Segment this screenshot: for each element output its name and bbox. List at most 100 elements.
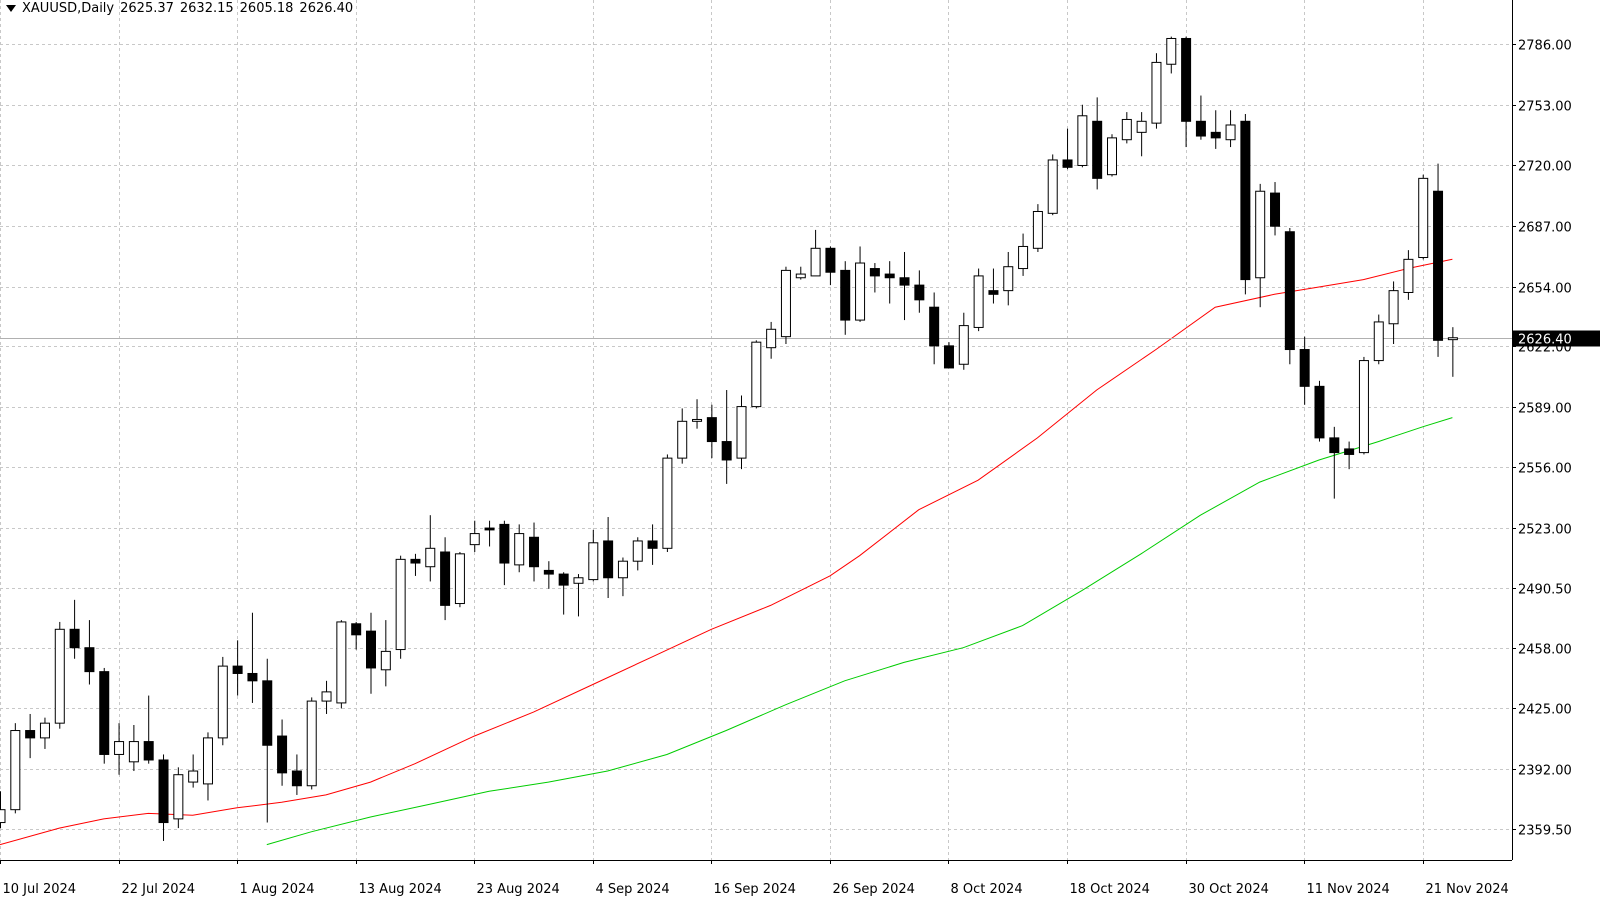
candle <box>855 246 866 322</box>
candle-body-bearish <box>884 273 895 279</box>
candle <box>1388 281 1399 345</box>
candle-body-bullish <box>0 809 6 824</box>
candle <box>677 408 688 464</box>
candle <box>484 520 495 547</box>
candle-body-bearish <box>277 735 288 774</box>
candle <box>1299 336 1310 405</box>
candle <box>958 312 969 370</box>
candle <box>825 246 836 286</box>
candle-body-bearish <box>840 269 851 321</box>
candle-body-bullish <box>1018 245 1029 270</box>
y-tick-label: 2720.00 <box>1518 160 1572 175</box>
open-value: 2625.37 <box>120 0 174 16</box>
candle <box>647 524 658 565</box>
candle <box>395 555 406 659</box>
x-tick-label: 21 Nov 2024 <box>1426 882 1509 897</box>
candle <box>840 261 851 335</box>
candle-body-bearish <box>899 277 910 286</box>
candle <box>366 612 376 694</box>
candle-body-bullish <box>306 700 317 787</box>
candle <box>454 551 465 608</box>
candle <box>469 520 480 552</box>
candle-body-bullish <box>588 542 599 581</box>
candle-body-bearish <box>247 672 258 682</box>
candle <box>217 656 228 746</box>
candle-body-bearish <box>943 345 954 369</box>
candle <box>543 561 554 589</box>
x-tick-label: 16 Sep 2024 <box>714 882 796 897</box>
candle-body-bearish <box>1062 159 1073 168</box>
y-tick-label: 2589.00 <box>1518 402 1572 417</box>
candle-body-bearish <box>499 523 510 564</box>
candle <box>795 266 806 280</box>
candle-body-bearish <box>543 569 554 575</box>
candle <box>84 620 95 685</box>
candle-body-bullish <box>1107 137 1117 176</box>
candle <box>706 404 717 459</box>
triangle-down-icon[interactable] <box>6 4 16 12</box>
y-tick-label: 2392.00 <box>1518 764 1572 779</box>
current-price-label: 2626.40 <box>1518 333 1572 348</box>
candle-body-bullish <box>128 741 139 763</box>
candle-body-bearish <box>84 647 95 673</box>
candle-body-bullish <box>395 558 406 651</box>
candle <box>1121 112 1132 144</box>
candle-body-bullish <box>1166 37 1177 65</box>
x-tick-label: 26 Sep 2024 <box>833 882 915 897</box>
candle-body-bearish <box>706 417 717 443</box>
candle <box>321 680 332 714</box>
candle <box>336 620 347 709</box>
candle <box>1314 380 1325 442</box>
candle <box>588 529 599 582</box>
candle-body-bearish <box>1284 231 1295 351</box>
candle-body-bearish <box>988 290 999 295</box>
candle-body-bullish <box>677 420 688 459</box>
candle-body-bearish <box>410 558 421 564</box>
candle <box>766 321 777 359</box>
candle <box>1329 426 1340 499</box>
y-tick-label: 2523.00 <box>1518 523 1572 538</box>
candle-body-bullish <box>1077 115 1088 166</box>
candle-body-bearish <box>914 284 925 301</box>
candle <box>1433 163 1444 357</box>
y-tick-label: 2359.50 <box>1518 824 1572 839</box>
candle-body-bullish <box>469 533 480 546</box>
candle <box>247 612 258 703</box>
candle <box>810 229 821 277</box>
candle <box>1344 441 1355 470</box>
candle <box>929 292 940 365</box>
candle <box>1195 95 1206 140</box>
candle <box>39 717 50 749</box>
x-tick-label: 1 Aug 2024 <box>240 882 315 897</box>
candle <box>1403 250 1414 300</box>
candle <box>425 515 436 582</box>
candle <box>914 270 925 313</box>
y-tick-label: 2786.00 <box>1518 39 1572 54</box>
candle <box>884 261 895 304</box>
low-value: 2605.18 <box>239 0 294 16</box>
candle-body-bearish <box>143 741 154 761</box>
candle <box>410 553 421 576</box>
candle-body-bearish <box>158 759 169 824</box>
candle <box>617 557 628 597</box>
candle <box>1003 251 1014 306</box>
candle <box>54 621 65 729</box>
candle <box>899 251 910 321</box>
chart-header: XAUUSD,Daily 2625.37 2632.15 2605.18 262… <box>6 0 359 16</box>
candle <box>0 791 6 829</box>
candle-body-bullish <box>1403 258 1414 293</box>
candle-body-bearish <box>484 527 495 531</box>
candle <box>1077 104 1088 168</box>
x-tick-label: 8 Oct 2024 <box>951 882 1023 897</box>
candle <box>988 268 999 304</box>
candle-body-bullish <box>454 553 465 605</box>
x-tick-label: 23 Aug 2024 <box>477 882 560 897</box>
candle-body-bullish <box>795 273 806 279</box>
candle-body-bullish <box>380 650 391 671</box>
candle <box>380 620 391 687</box>
y-tick-label: 2490.50 <box>1518 583 1572 598</box>
candle <box>1373 314 1384 365</box>
candle <box>1151 53 1162 129</box>
